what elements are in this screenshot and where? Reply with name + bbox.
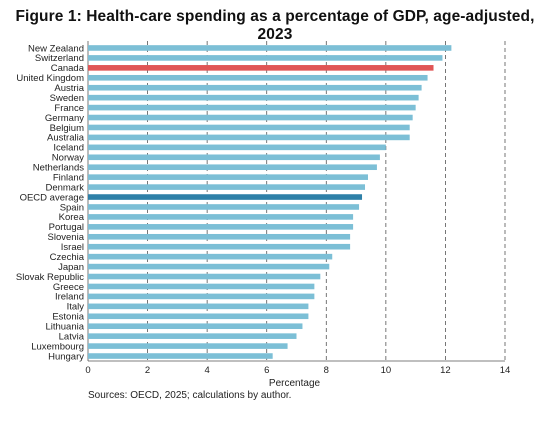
x-tick-label-14: 14 — [500, 365, 511, 376]
category-label-portugal: Portugal — [49, 222, 84, 233]
category-label-luxembourg: Luxembourg — [31, 341, 84, 352]
bar-luxembourg — [88, 343, 288, 349]
bar-ireland — [88, 293, 315, 300]
category-label-korea: Korea — [59, 212, 85, 223]
category-label-switzerland: Switzerland — [35, 53, 84, 64]
chart-title: Figure 1: Health-care spending as a perc… — [15, 8, 535, 43]
bar-greece — [88, 283, 315, 290]
bar-japan — [88, 263, 330, 270]
x-tick-label-2: 2 — [145, 365, 150, 376]
bar-oecd-average — [88, 194, 363, 200]
category-label-australia: Australia — [47, 133, 85, 144]
category-label-hungary: Hungary — [48, 351, 84, 362]
bar-austria — [88, 84, 422, 91]
category-label-france: France — [54, 103, 84, 114]
bar-germany — [88, 114, 413, 121]
category-label-greece: Greece — [53, 282, 84, 293]
bar-iceland — [88, 144, 386, 151]
bar-france — [88, 104, 416, 111]
x-tick-label-8: 8 — [324, 365, 329, 376]
category-label-belgium: Belgium — [50, 123, 84, 134]
bar-hungary — [88, 353, 273, 359]
x-tick-label-10: 10 — [381, 365, 392, 376]
category-label-estonia: Estonia — [52, 312, 84, 323]
bar-spain — [88, 204, 360, 210]
category-label-ireland: Ireland — [55, 292, 84, 303]
bar-united-kingdom — [88, 74, 428, 81]
x-tick-label-6: 6 — [264, 365, 269, 376]
category-label-netherlands: Netherlands — [33, 163, 84, 174]
category-label-norway: Norway — [52, 153, 84, 164]
category-label-slovak-republic: Slovak Republic — [16, 272, 84, 283]
x-tick-label-4: 4 — [204, 365, 209, 376]
category-label-japan: Japan — [58, 262, 84, 273]
x-tick-label-0: 0 — [85, 365, 90, 376]
category-label-new-zealand: New Zealand — [28, 43, 84, 54]
category-label-germany: Germany — [45, 113, 84, 124]
bar-israel — [88, 243, 351, 250]
category-label-israel: Israel — [61, 242, 84, 253]
bar-canada — [88, 65, 434, 71]
category-label-latvia: Latvia — [59, 331, 85, 342]
category-label-united-kingdom: United Kingdom — [16, 73, 84, 84]
bar-slovak-republic — [88, 273, 321, 280]
x-tick-label-12: 12 — [440, 365, 451, 376]
bar-norway — [88, 154, 380, 161]
category-label-finland: Finland — [53, 172, 84, 183]
bar-denmark — [88, 184, 366, 190]
bar-lithuania — [88, 323, 303, 330]
bar-estonia — [88, 313, 309, 320]
bar-belgium — [88, 124, 410, 131]
category-label-oecd-average: OECD average — [20, 192, 84, 203]
category-label-canada: Canada — [51, 63, 85, 74]
bar-finland — [88, 174, 368, 180]
bar-latvia — [88, 333, 297, 339]
category-label-lithuania: Lithuania — [45, 322, 84, 333]
category-label-spain: Spain — [60, 202, 84, 213]
x-axis-label: Percentage — [269, 378, 321, 389]
category-label-iceland: Iceland — [53, 143, 84, 154]
bar-portugal — [88, 224, 354, 230]
category-label-sweden: Sweden — [50, 93, 84, 104]
category-label-italy: Italy — [67, 302, 85, 313]
category-label-austria: Austria — [54, 83, 84, 94]
category-label-denmark: Denmark — [45, 182, 84, 193]
bar-czechia — [88, 253, 333, 260]
bar-korea — [88, 214, 354, 220]
category-label-czechia: Czechia — [50, 252, 85, 263]
chart-source: Sources: OECD, 2025; calculations by aut… — [88, 390, 292, 401]
category-label-slovenia: Slovenia — [48, 232, 85, 243]
bar-italy — [88, 303, 309, 310]
bar-australia — [88, 134, 410, 141]
bar-slovenia — [88, 233, 351, 240]
bar-new-zealand — [88, 45, 452, 51]
bar-netherlands — [88, 164, 377, 171]
bar-switzerland — [88, 55, 443, 61]
bar-sweden — [88, 94, 419, 101]
